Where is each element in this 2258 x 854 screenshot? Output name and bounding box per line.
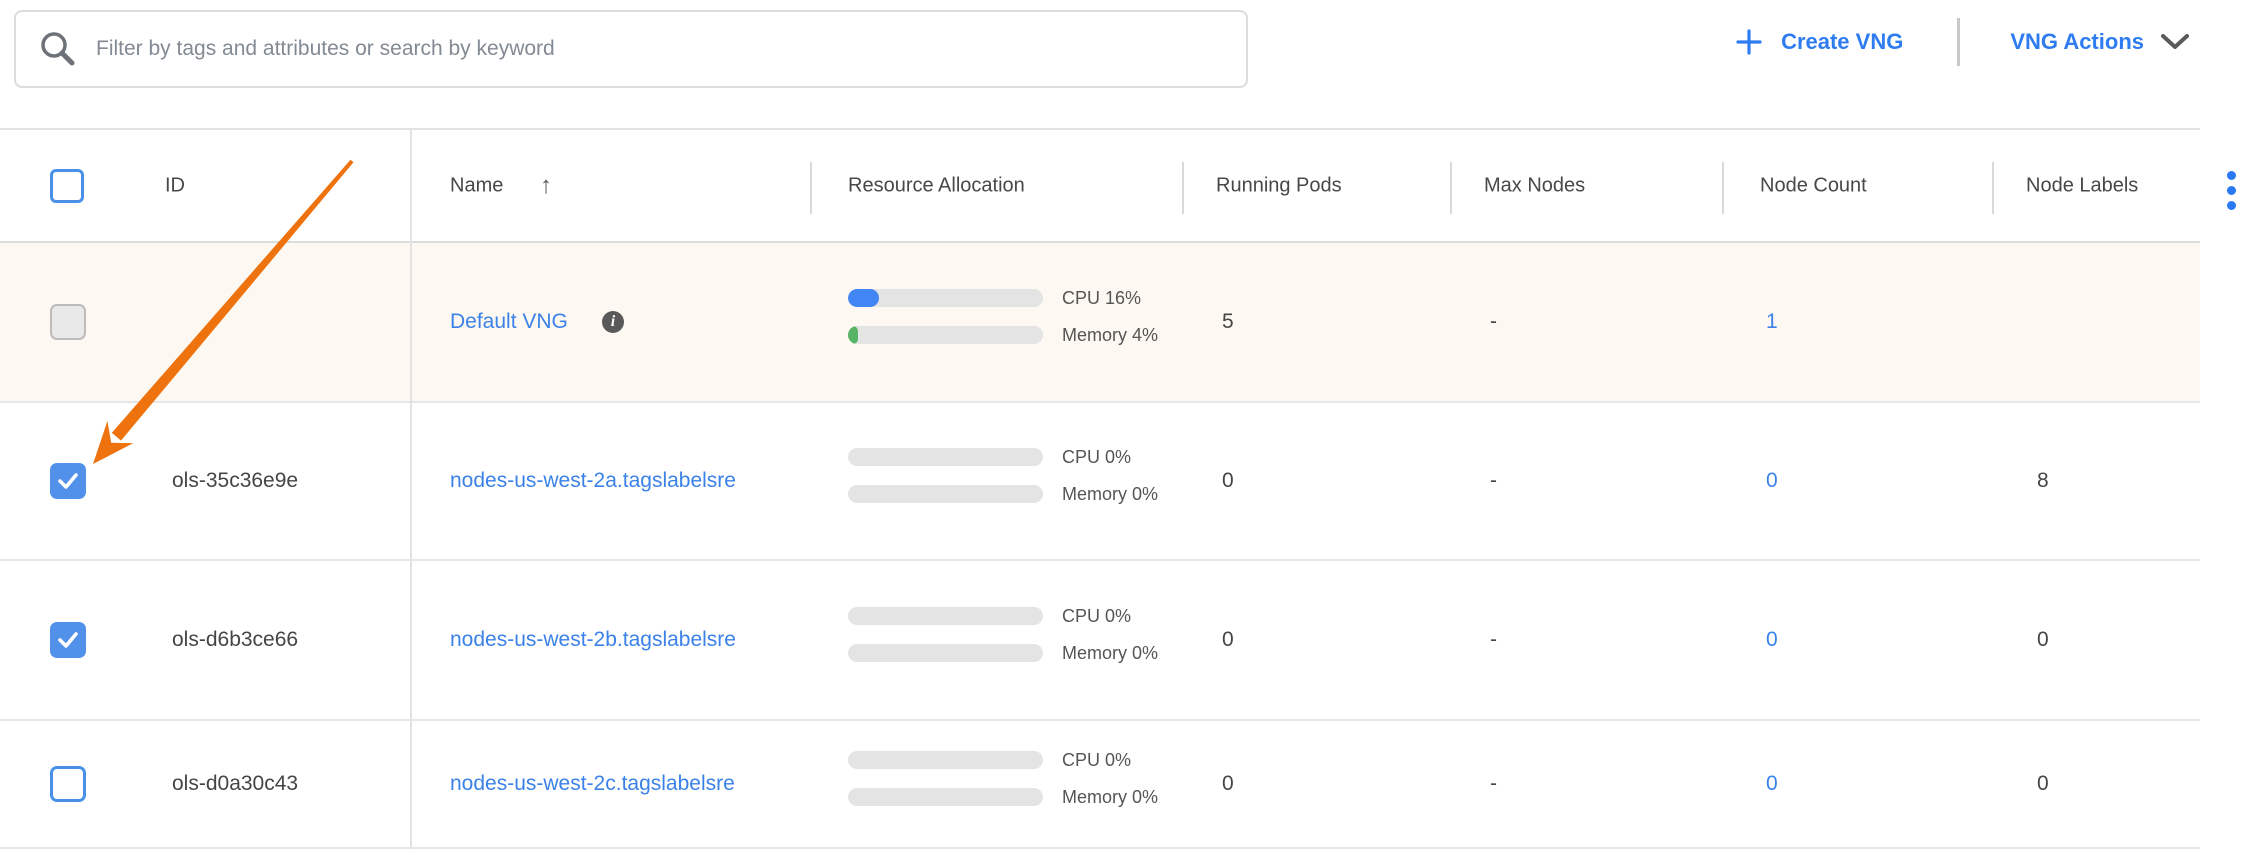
checkmark-icon — [58, 473, 78, 489]
header-divider — [810, 162, 812, 214]
cpu-label: CPU 0% — [1062, 447, 1132, 467]
row-name-link[interactable]: Default VNG — [450, 310, 568, 333]
toolbar-divider — [1957, 18, 1961, 66]
column-header-running-pods[interactable]: Running Pods — [1216, 174, 1342, 196]
memory-usage-bar — [848, 326, 1043, 344]
memory-label: Memory 4% — [1062, 325, 1159, 345]
max-nodes-value: - — [1490, 310, 1497, 333]
max-nodes-value: - — [1490, 772, 1497, 795]
header-divider — [1722, 162, 1724, 214]
cpu-usage-bar — [848, 607, 1043, 625]
table-row: ols-d0a30c43 nodes-us-west-2c.tagslabels… — [0, 721, 2200, 849]
row-checkbox[interactable] — [50, 304, 86, 340]
table-row: Default VNG i CPU 16% Memory 4% 5 - 1 — [0, 243, 2200, 403]
running-pods-value: 0 — [1222, 469, 1234, 492]
max-nodes-value: - — [1490, 628, 1497, 651]
node-count-link[interactable]: 0 — [1766, 772, 1778, 795]
memory-label: Memory 0% — [1062, 643, 1159, 663]
filter-search-box — [14, 10, 1248, 88]
toolbar-actions: Create VNG VNG Actions — [1729, 18, 2196, 66]
column-header-node-labels[interactable]: Node Labels — [2026, 174, 2139, 196]
vng-actions-button[interactable]: VNG Actions — [2004, 28, 2196, 56]
search-icon — [41, 32, 75, 66]
checkmark-icon — [58, 632, 78, 648]
max-nodes-value: - — [1490, 469, 1497, 492]
column-header-resource-allocation[interactable]: Resource Allocation — [848, 174, 1025, 196]
running-pods-value: 0 — [1222, 772, 1234, 795]
node-labels-value: 0 — [2037, 628, 2049, 651]
row-checkbox[interactable] — [50, 766, 86, 802]
column-header-id[interactable]: ID — [165, 174, 185, 196]
header-divider — [1450, 162, 1452, 214]
row-name-link[interactable]: nodes-us-west-2c.tagslabelsre — [450, 772, 735, 795]
header-divider — [1182, 162, 1184, 214]
plus-icon — [1736, 29, 1762, 55]
table-header: ID Name ↑ Resource Allocation Running Po… — [0, 128, 2200, 243]
running-pods-value: 5 — [1222, 310, 1234, 333]
running-pods-value: 0 — [1222, 628, 1234, 651]
create-vng-label: Create VNG — [1781, 29, 1904, 54]
cpu-usage-bar — [848, 448, 1043, 466]
row-name-link[interactable]: nodes-us-west-2b.tagslabelsre — [450, 628, 736, 651]
sort-ascending-icon[interactable]: ↑ — [540, 171, 552, 199]
cpu-usage-bar — [848, 289, 1043, 307]
id-name-column-divider — [410, 128, 412, 849]
memory-usage-bar — [848, 485, 1043, 503]
node-labels-value: 0 — [2037, 772, 2049, 795]
row-checkbox[interactable] — [50, 622, 86, 658]
node-labels-value: 8 — [2037, 469, 2049, 492]
cpu-usage-bar — [848, 751, 1043, 769]
memory-usage-bar — [848, 788, 1043, 806]
cpu-label: CPU 0% — [1062, 750, 1132, 770]
row-id: ols-d6b3ce66 — [172, 628, 299, 651]
header-divider — [1992, 162, 1994, 214]
column-settings-menu-icon[interactable] — [2226, 168, 2238, 216]
node-count-link[interactable]: 0 — [1766, 469, 1778, 492]
cpu-label: CPU 0% — [1062, 606, 1132, 626]
table-row: ols-d6b3ce66 nodes-us-west-2b.tagslabels… — [0, 561, 2200, 721]
row-name-link[interactable]: nodes-us-west-2a.tagslabelsre — [450, 469, 736, 492]
column-header-name[interactable]: Name — [450, 174, 504, 196]
node-count-link[interactable]: 1 — [1766, 310, 1778, 333]
node-count-link[interactable]: 0 — [1766, 628, 1778, 651]
vng-actions-label: VNG Actions — [2010, 29, 2144, 54]
memory-label: Memory 0% — [1062, 787, 1159, 807]
row-id: ols-35c36e9e — [172, 469, 299, 492]
create-vng-button[interactable]: Create VNG — [1729, 27, 1909, 57]
search-input[interactable] — [94, 36, 1246, 62]
chevron-down-icon — [2161, 34, 2189, 49]
column-header-node-count[interactable]: Node Count — [1760, 174, 1867, 196]
table-row: ols-35c36e9e nodes-us-west-2a.tagslabels… — [0, 403, 2200, 561]
memory-usage-bar — [848, 644, 1043, 662]
row-id: ols-d0a30c43 — [172, 772, 299, 795]
info-icon[interactable]: i — [602, 311, 624, 333]
cpu-label: CPU 16% — [1062, 288, 1142, 308]
column-header-max-nodes[interactable]: Max Nodes — [1484, 174, 1586, 196]
row-checkbox[interactable] — [50, 463, 86, 499]
select-all-checkbox[interactable] — [50, 168, 84, 203]
memory-label: Memory 0% — [1062, 484, 1159, 504]
